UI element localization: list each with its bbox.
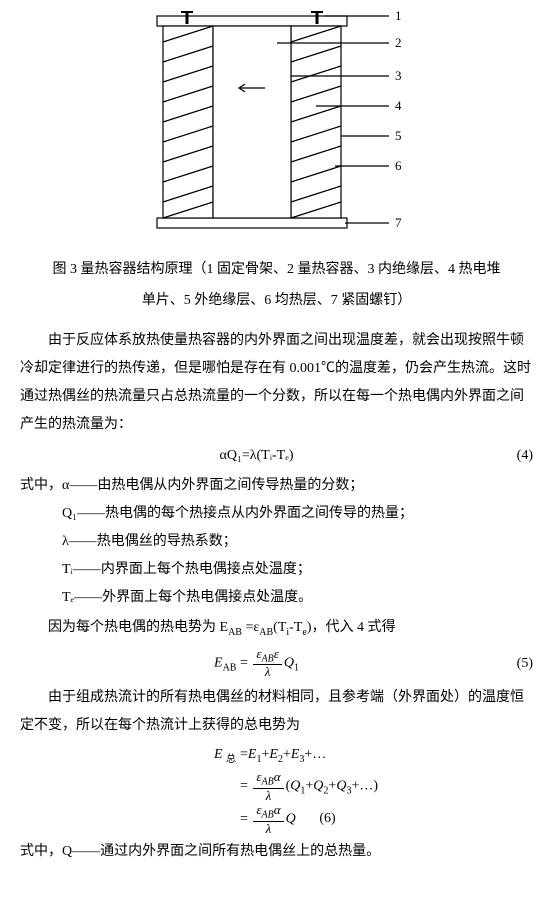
calorimeter-svg: 1 2 3 4 5 6 7 [127, 8, 427, 238]
label-6: 6 [395, 158, 402, 173]
def-alpha: 式中，α——由热电偶从内外界面之间传导热量的分数； [20, 472, 533, 500]
paragraph-3: 由于组成热流计的所有热电偶丝的材料相同，且参考端（外界面处）的温度恒定不变，所以… [20, 684, 533, 740]
def-te: Tₑ——外界面上每个热电偶接点处温度。 [20, 584, 533, 612]
eq6-row1: =E1+E2+E3+… [240, 740, 326, 771]
def-lambda: λ——热电偶丝的导热系数； [20, 528, 533, 556]
label-5: 5 [395, 128, 402, 143]
equation-4-number: (4) [493, 443, 533, 468]
def-ti: Tᵢ——内界面上每个热电偶接点处温度； [20, 556, 533, 584]
label-2: 2 [395, 35, 402, 50]
label-1: 1 [395, 8, 402, 23]
para2-text: 因为每个热电偶的热电势为 EAB =εAB(Ti-Te)，代入 4 式得 [48, 620, 396, 635]
def-q1: Q₁——热电偶的每个热接点从内外界面之间传导的热量； [20, 500, 533, 528]
eq6-row3: = εABα λ Q [240, 803, 296, 836]
equation-6: E 总 =E1+E2+E3+… = εABα λ (Q1+Q2+Q3+…) = … [20, 740, 533, 837]
equation-5-number: (5) [493, 651, 533, 676]
paragraph-4: 式中，Q——通过内外界面之间所有热电偶丝上的总热量。 [20, 838, 533, 866]
paragraph-2: 因为每个热电偶的热电势为 EAB =εAB(Ti-Te)，代入 4 式得 [20, 614, 533, 643]
equation-4-body: αQ₁=λ(Tᵢ-Tₑ) [20, 443, 493, 468]
label-3: 3 [395, 68, 402, 83]
definitions-block: 式中，α——由热电偶从内外界面之间传导热量的分数； Q₁——热电偶的每个热接点从… [20, 472, 533, 612]
equation-4: αQ₁=λ(Tᵢ-Tₑ) (4) [20, 443, 533, 468]
caption-line-1: 图 3 量热容器结构原理（1 固定骨架、2 量热容器、3 内绝缘层、4 热电堆 [20, 255, 533, 286]
caption-line-2: 单片、5 外绝缘层、6 均热层、7 紧固螺钉） [20, 286, 533, 317]
equation-5-body: EAB = εABε λ Q1 [20, 647, 493, 680]
label-7: 7 [395, 215, 402, 230]
figure-diagram: 1 2 3 4 5 6 7 [20, 8, 533, 247]
equation-5: EAB = εABε λ Q1 (5) [20, 647, 533, 680]
figure-caption: 图 3 量热容器结构原理（1 固定骨架、2 量热容器、3 内绝缘层、4 热电堆 … [20, 255, 533, 317]
paragraph-1: 由于反应体系放热使量热容器的内外界面之间出现温度差，就会出现按照牛顿冷却定律进行… [20, 327, 533, 439]
eq6-row2: = εABα λ (Q1+Q2+Q3+…) [240, 770, 378, 803]
equation-6-number: (6) [296, 804, 336, 835]
label-4: 4 [395, 98, 402, 113]
